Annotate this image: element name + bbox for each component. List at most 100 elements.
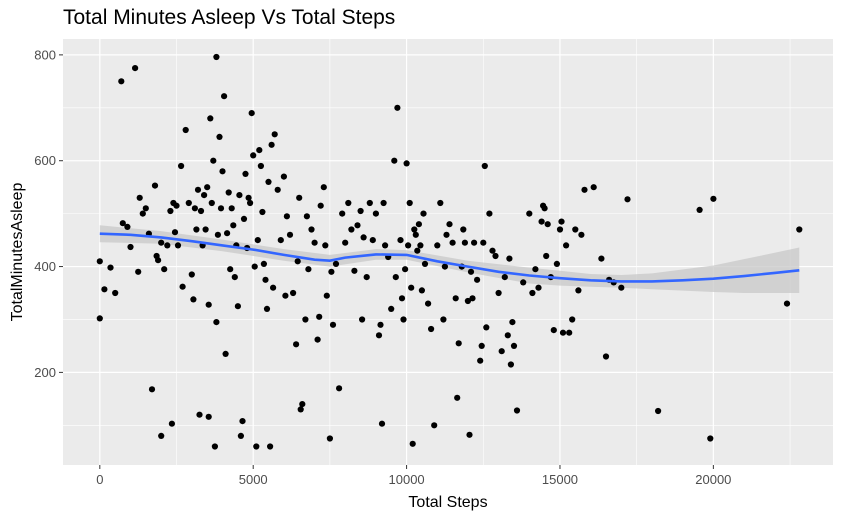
- data-point: [201, 192, 208, 199]
- data-point: [440, 316, 447, 323]
- data-point: [425, 300, 432, 307]
- data-point: [417, 242, 424, 249]
- data-point: [240, 215, 248, 222]
- data-point: [227, 266, 234, 273]
- data-point: [535, 284, 542, 291]
- data-point: [317, 202, 324, 209]
- data-point: [193, 226, 200, 233]
- data-point: [314, 336, 321, 343]
- data-point: [139, 210, 146, 217]
- data-point: [196, 411, 203, 418]
- x-tick-label: 20000: [695, 472, 731, 487]
- data-point: [563, 242, 570, 249]
- data-point: [405, 242, 412, 249]
- data-point: [509, 319, 516, 326]
- data-point: [205, 413, 212, 420]
- data-point: [418, 287, 425, 294]
- data-point: [602, 353, 610, 360]
- data-point: [452, 295, 459, 302]
- data-point: [434, 242, 441, 249]
- data-point: [550, 327, 557, 334]
- data-point: [481, 162, 488, 170]
- data-point: [421, 260, 429, 267]
- y-tick-label: 800: [34, 47, 56, 62]
- data-point: [414, 247, 421, 254]
- chart-title: Total Minutes Asleep Vs Total Steps: [63, 6, 396, 29]
- data-point: [624, 196, 631, 203]
- data-point: [498, 348, 505, 355]
- data-point: [408, 284, 415, 291]
- data-point: [127, 243, 134, 251]
- data-point: [486, 210, 493, 217]
- data-point: [305, 266, 312, 273]
- data-point: [474, 276, 481, 283]
- data-point: [326, 435, 333, 442]
- data-point: [262, 276, 269, 283]
- data-point: [168, 420, 175, 427]
- data-point: [263, 305, 271, 312]
- data-point: [256, 147, 263, 154]
- data-point: [257, 162, 264, 170]
- smooth-confidence-band: [99, 225, 800, 293]
- data-point: [446, 221, 453, 228]
- data-point: [397, 237, 404, 244]
- data-point: [191, 205, 198, 212]
- data-point: [260, 260, 267, 267]
- smooth-line: [99, 232, 800, 283]
- data-point: [271, 131, 278, 138]
- data-point: [415, 221, 422, 228]
- data-point: [354, 222, 361, 229]
- data-point: [293, 341, 300, 348]
- data-point: [696, 206, 703, 213]
- data-point: [483, 324, 490, 331]
- data-point: [107, 264, 114, 271]
- data-point: [406, 199, 413, 207]
- data-point: [380, 199, 387, 207]
- data-point: [96, 315, 103, 322]
- data-point: [541, 205, 548, 212]
- data-point: [178, 162, 185, 170]
- data-point: [277, 237, 284, 244]
- data-point: [237, 432, 244, 439]
- data-point: [205, 301, 212, 308]
- data-point: [471, 239, 478, 246]
- x-axis-ticks: 0 5000 10000 15000 20000: [96, 465, 731, 487]
- data-point: [299, 401, 306, 408]
- data-point: [461, 239, 468, 246]
- data-point: [388, 305, 395, 312]
- data-point: [173, 202, 180, 209]
- data-point: [323, 292, 330, 299]
- data-point: [351, 267, 358, 274]
- data-point: [228, 205, 235, 212]
- data-point: [236, 192, 243, 199]
- data-points: [96, 53, 803, 450]
- data-point: [270, 284, 277, 291]
- data-point: [477, 357, 484, 364]
- data-point: [707, 435, 714, 442]
- data-point: [213, 53, 220, 61]
- x-tick-label: 15000: [542, 472, 578, 487]
- data-point: [101, 286, 108, 293]
- data-point: [348, 226, 355, 233]
- data-point: [188, 271, 195, 278]
- data-point: [796, 226, 803, 233]
- data-point: [251, 263, 258, 270]
- plot-panel: [63, 39, 833, 465]
- data-point: [342, 239, 349, 246]
- data-point: [449, 239, 456, 246]
- data-point: [598, 255, 605, 262]
- data-point: [118, 78, 125, 85]
- data-point: [248, 110, 255, 117]
- data-point: [221, 93, 228, 100]
- data-point: [320, 184, 327, 191]
- data-point: [590, 184, 597, 191]
- data-point: [655, 407, 662, 415]
- data-point: [559, 329, 567, 336]
- data-point: [420, 210, 427, 217]
- data-point: [208, 199, 215, 207]
- data-point: [513, 407, 521, 414]
- data-point: [155, 257, 162, 264]
- data-point: [222, 350, 229, 357]
- data-point: [135, 268, 142, 275]
